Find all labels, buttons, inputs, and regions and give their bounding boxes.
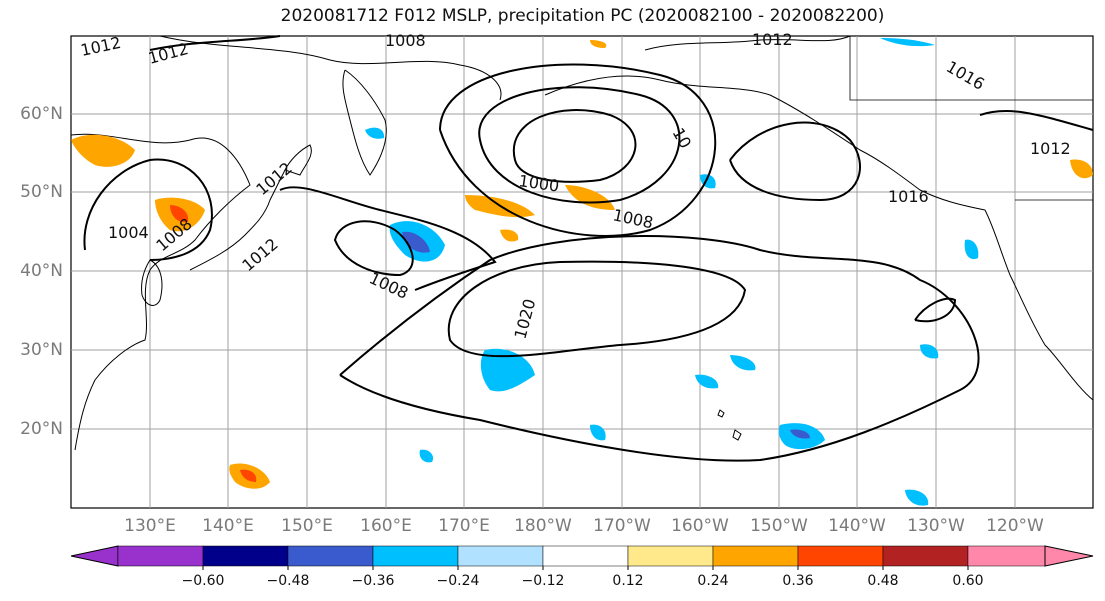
colorbar-tick-label: −0.36 [351,573,395,589]
lon-label: 140°E [202,516,254,536]
lon-label: 170°W [593,516,651,536]
map-title: 2020081712 F012 MSLP, precipitation PC (… [280,6,885,26]
lon-label: 150°E [281,516,333,536]
lon-label: 150°W [750,516,808,536]
lon-label: 180°W [514,516,572,536]
lon-label: 130°E [124,516,176,536]
map-frame [70,35,1094,509]
lat-label: 30°N [20,340,63,360]
mslp-contours [83,35,1094,462]
colorbar-tick-label: −0.24 [436,573,480,589]
lat-label: 40°N [20,261,63,281]
lat-label: 20°N [20,419,63,439]
colorbar-tick-label: −0.12 [521,573,565,589]
lon-label: 160°W [671,516,729,536]
colorbar-tick-label: −0.48 [266,573,310,589]
lon-label: 170°E [438,516,490,536]
colorbar-tick-label: −0.60 [181,573,225,589]
lat-label: 60°N [20,104,63,124]
colorbar-tick-label: 0.48 [867,573,899,589]
colorbar-tick-label: 0.36 [782,573,814,589]
contour-label: 1004 [108,223,149,242]
contour-label: 1008 [385,31,426,50]
lon-label: 160°E [360,516,412,536]
lon-label: 140°W [828,516,886,536]
colorbar-tick-label: 0.12 [612,573,644,589]
colorbar-tick-label: 0.24 [697,573,729,589]
contour-label: 1012 [752,30,793,49]
contour-label: 1016 [888,187,929,206]
coastlines [70,35,1094,451]
lon-label: 130°W [907,516,965,536]
lon-label: 120°W [986,516,1044,536]
lat-label: 50°N [20,182,63,202]
colorbar-tick-label: 0.60 [952,573,984,589]
colorbar [70,545,1094,570]
contour-label: 1012 [1030,139,1071,158]
